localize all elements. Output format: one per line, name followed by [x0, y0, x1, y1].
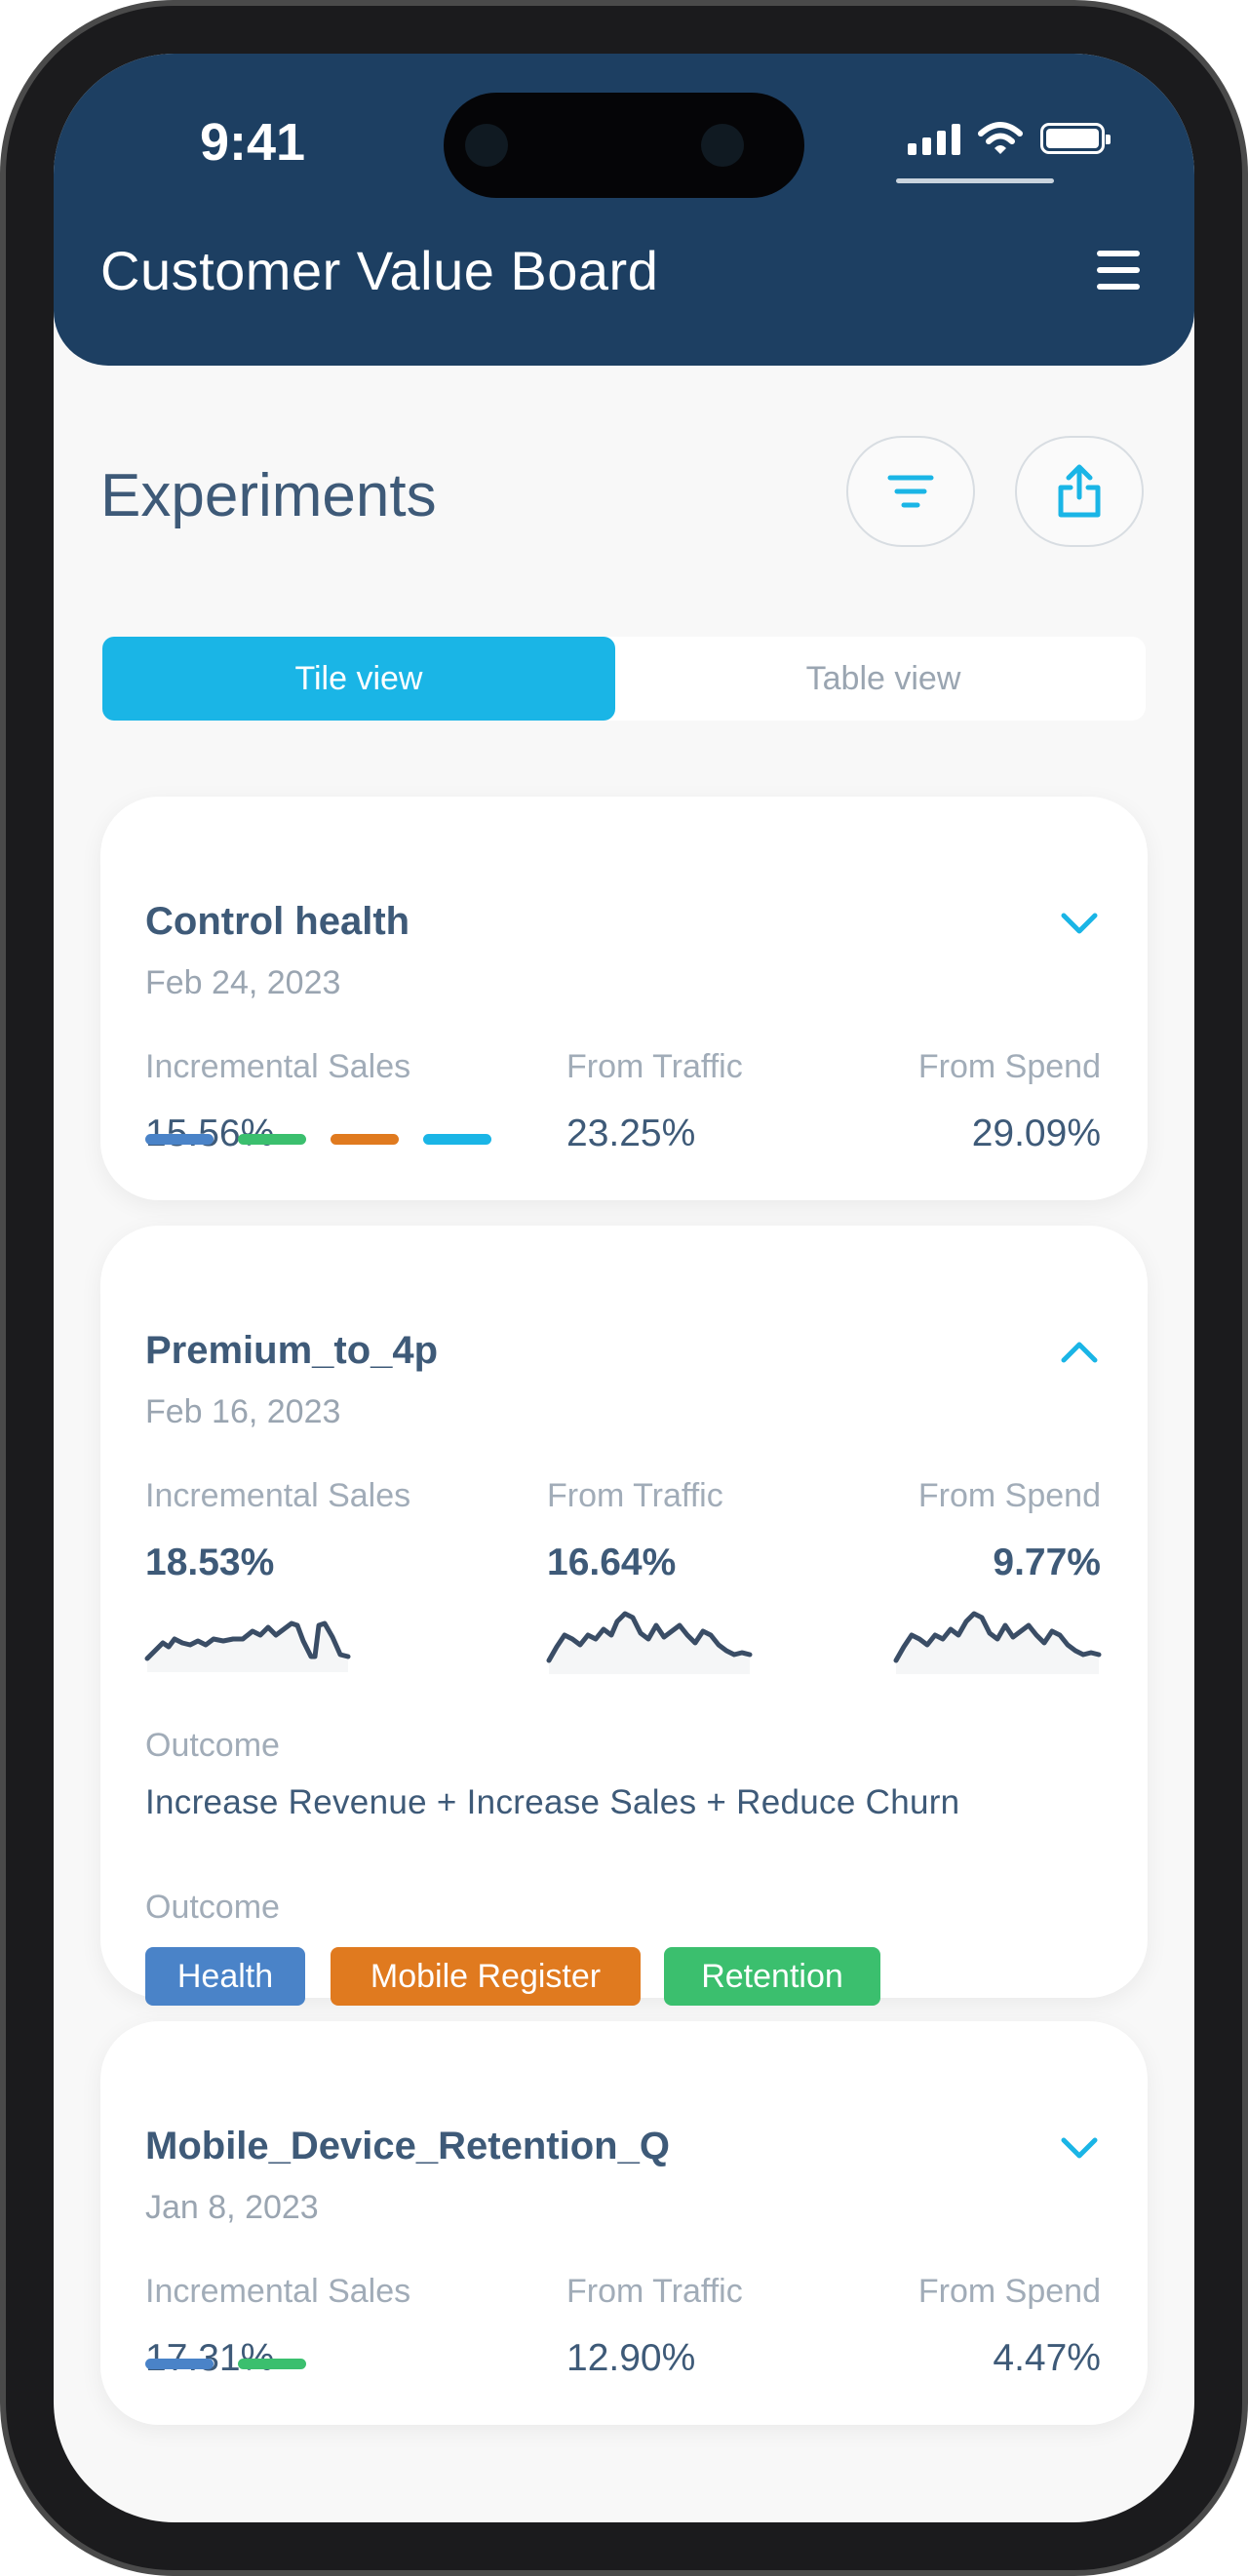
chevron-down-icon[interactable]: [1058, 910, 1101, 937]
experiment-card-expanded[interactable]: Premium_to_4p Feb 16, 2023 Incremental S…: [100, 1226, 1148, 2006]
metric-value: 17.31%: [145, 2337, 274, 2380]
sparkline-from-spend: [893, 1611, 1102, 1674]
outcome-text: Increase Revenue + Increase Sales + Redu…: [145, 1783, 960, 1821]
card-title: Premium_to_4p: [145, 1329, 439, 1372]
app-screen: 9:41 Customer Value Board Experiments: [54, 54, 1194, 2522]
hamburger-menu-icon[interactable]: [1097, 251, 1140, 290]
metric-value: 12.90%: [566, 2337, 696, 2379]
app-header: 9:41 Customer Value Board: [54, 54, 1194, 366]
filter-icon: [887, 475, 934, 508]
metric-value: 18.53%: [145, 1542, 275, 1583]
indicator-line: [896, 178, 1054, 183]
tag-retention[interactable]: Retention: [664, 1947, 880, 2006]
battery-icon: [1040, 123, 1111, 154]
card-title: Mobile_Device_Retention_Q: [145, 2125, 670, 2167]
chevron-up-icon[interactable]: [1058, 1339, 1101, 1366]
status-time: 9:41: [200, 113, 306, 172]
metric-value: 16.64%: [547, 1542, 677, 1583]
sparkline-incremental-sales: [144, 1620, 351, 1672]
metric-label: From Spend: [917, 1048, 1101, 1085]
camera-icon: [465, 124, 508, 167]
view-toggle: Tile view Table view: [102, 637, 1146, 721]
metric-label: Incremental Sales: [145, 1477, 411, 1514]
status-icons: [908, 122, 1111, 155]
sensor-icon: [701, 124, 744, 167]
dynamic-island: [444, 93, 804, 198]
card-title: Control health: [145, 900, 410, 943]
table-view-tab[interactable]: Table view: [805, 659, 961, 697]
app-title: Customer Value Board: [100, 240, 659, 301]
tag-health[interactable]: Health: [145, 1947, 305, 2006]
color-bar-orange: [331, 1134, 399, 1145]
tile-view-tab[interactable]: Tile view: [102, 637, 615, 721]
metric-label: From Traffic: [566, 2273, 743, 2310]
chevron-down-icon[interactable]: [1058, 2134, 1101, 2162]
metric-value: 4.47%: [993, 2337, 1101, 2379]
color-bar-blue: [145, 2359, 214, 2369]
outcome-label: Outcome: [145, 1727, 280, 1764]
signal-icon: [908, 122, 960, 155]
metric-label: From Traffic: [566, 1048, 743, 1085]
color-bar-blue: [145, 1134, 214, 1145]
card-date: Feb 16, 2023: [145, 1393, 341, 1430]
metric-label: From Traffic: [547, 1477, 723, 1514]
page-title: Experiments: [100, 462, 437, 529]
metric-value: 23.25%: [566, 1112, 696, 1154]
metric-label: From Spend: [917, 2273, 1101, 2310]
metric-label: Incremental Sales: [145, 1048, 411, 1085]
share-icon: [1058, 464, 1101, 518]
share-button[interactable]: [1015, 436, 1144, 547]
metric-label: Incremental Sales: [145, 2273, 411, 2310]
metric-value: 9.77%: [993, 1542, 1101, 1583]
card-date: Jan 8, 2023: [145, 2189, 319, 2226]
tags-label: Outcome: [145, 1889, 280, 1926]
wifi-icon: [978, 122, 1023, 154]
filter-button[interactable]: [846, 436, 975, 547]
color-bar-green: [238, 1134, 306, 1145]
card-date: Feb 24, 2023: [145, 964, 341, 1001]
experiment-card[interactable]: Mobile_Device_Retention_Q Jan 8, 2023 In…: [100, 2021, 1148, 2425]
color-bar-cyan: [423, 1134, 491, 1145]
metric-label: From Spend: [917, 1477, 1101, 1514]
metric-value: 29.09%: [971, 1112, 1101, 1154]
experiment-card[interactable]: Control health Feb 24, 2023 Incremental …: [100, 797, 1148, 1200]
tag-mobile-register[interactable]: Mobile Register: [331, 1947, 641, 2006]
color-bar-green: [238, 2359, 306, 2369]
sparkline-from-traffic: [546, 1611, 753, 1674]
metric-value: 15.56%: [145, 1112, 274, 1155]
